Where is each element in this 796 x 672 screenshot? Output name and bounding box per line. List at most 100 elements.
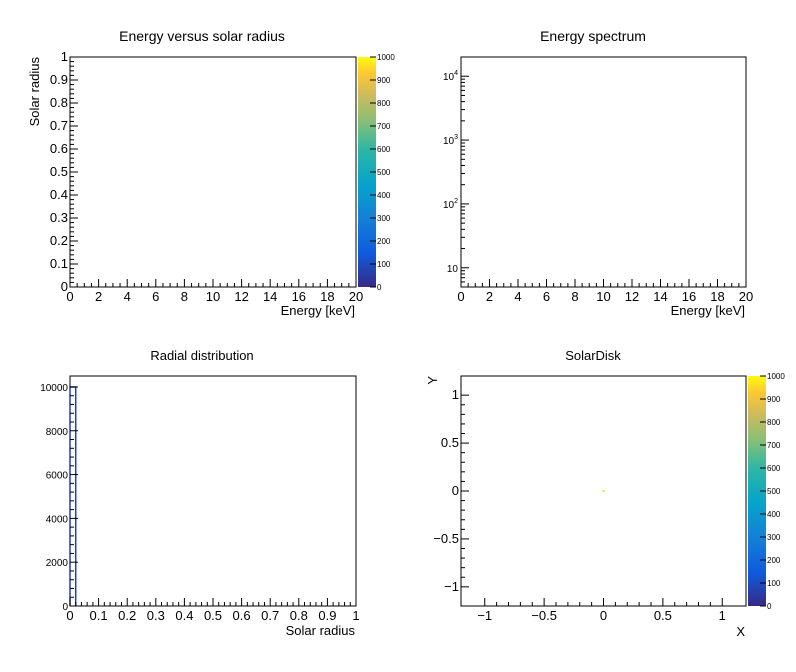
plot-frame xyxy=(69,56,357,288)
x-tick-label: 0.5 xyxy=(654,608,672,623)
y-tick-label: 0.3 xyxy=(50,210,68,225)
x-tick-label: 20 xyxy=(349,289,363,304)
colorbar-tick-label: 500 xyxy=(377,168,391,177)
panel-solar-disk: SolarDisk −1 −0.5 0 0.5 1 −1 −0.5 0 0.5 1 X Y 0 1… xyxy=(425,348,785,639)
x-tick-label: 20 xyxy=(739,289,753,304)
x-axis-label: X xyxy=(736,624,745,639)
y-tick-label: 10000 xyxy=(40,383,68,394)
x-tick-label: 2 xyxy=(95,289,102,304)
panel-energy-spectrum: Energy spectrum 0 2 4 6 8 10 12 14 16 18 20 101021… xyxy=(443,28,753,318)
plot-frame xyxy=(460,56,747,288)
x-axis-label: Energy [keV] xyxy=(671,303,745,318)
colorbar: 0 100 200 300 400 500 600 700 800 900 1000 xyxy=(358,53,395,292)
histogram-bins xyxy=(69,386,77,606)
y-axis: 0 2000 4000 6000 8000 10000 xyxy=(40,383,78,613)
colorbar-ticks: 0 100 200 300 400 500 600 700 800 900 1000 xyxy=(370,53,395,292)
colorbar-tick-label: 1000 xyxy=(377,53,395,62)
x-tick-label: 2 xyxy=(486,289,493,304)
y-tick-label: 4000 xyxy=(46,514,69,525)
x-tick-label: 18 xyxy=(710,289,724,304)
y-tick-base: 10 xyxy=(443,72,455,83)
y-axis: 0 0.1 0.2 0.3 0.4 0.5 0.6 0.7 0.8 0.9 1 xyxy=(50,49,78,294)
x-axis-label: Energy [keV] xyxy=(281,303,355,318)
y-tick-base: 10 xyxy=(443,136,455,147)
x-axis-label: Solar radius xyxy=(286,623,356,638)
y-tick-label: 6000 xyxy=(46,471,69,482)
colorbar-tick-label: 500 xyxy=(767,487,781,496)
y-tick-label: 8000 xyxy=(46,427,69,438)
x-tick-label: 1 xyxy=(352,608,359,623)
colorbar-gradient xyxy=(748,376,766,606)
x-tick-label: 0.8 xyxy=(290,608,308,623)
x-axis: 0 2 4 6 8 10 12 14 16 18 20 xyxy=(457,279,753,304)
colorbar-tick-label: 800 xyxy=(377,99,391,108)
x-axis: 0 2 4 6 8 10 12 14 16 18 20 xyxy=(66,279,363,304)
x-tick-label: 0.9 xyxy=(318,608,336,623)
y-tick-label: 0.4 xyxy=(50,187,68,202)
colorbar-tick-label: 200 xyxy=(377,237,391,246)
colorbar-tick-label: 400 xyxy=(377,191,391,200)
y-tick-exponent: 3 xyxy=(454,134,458,141)
y-axis-label: Solar radius xyxy=(27,57,42,127)
colorbar-tick-label: 900 xyxy=(377,76,391,85)
x-tick-label: 8 xyxy=(181,289,188,304)
x-tick-label: 18 xyxy=(320,289,334,304)
x-tick-label: 0 xyxy=(600,608,607,623)
colorbar-tick-label: 600 xyxy=(377,145,391,154)
y-axis: −1 −0.5 0 0.5 1 xyxy=(433,387,469,594)
colorbar: 0 100 200 300 400 500 600 700 800 900 1000 xyxy=(748,372,785,611)
colorbar-tick-label: 900 xyxy=(767,395,781,404)
y-tick-label: 0.5 xyxy=(50,164,68,179)
y-tick-label: 0 xyxy=(62,602,68,613)
x-tick-label: 4 xyxy=(514,289,521,304)
x-tick-label: 12 xyxy=(625,289,639,304)
y-tick-label: 0 xyxy=(61,279,68,294)
y-tick-exponent: 4 xyxy=(454,70,458,77)
data-point xyxy=(602,490,605,492)
plot-frame xyxy=(69,375,357,607)
x-tick-label: 8 xyxy=(571,289,578,304)
y-tick-exponent: 2 xyxy=(454,198,458,205)
colorbar-tick-label: 700 xyxy=(377,122,391,131)
x-tick-label: 0.2 xyxy=(118,608,136,623)
y-tick-label: 10 xyxy=(447,264,459,275)
colorbar-ticks: 0 100 200 300 400 500 600 700 800 900 1000 xyxy=(760,372,785,611)
y-tick-label: 0.2 xyxy=(50,233,68,248)
x-tick-label: 6 xyxy=(152,289,159,304)
y-tick-label: 0.7 xyxy=(50,118,68,133)
y-tick-label: −1 xyxy=(444,579,459,594)
x-tick-label: 12 xyxy=(234,289,248,304)
colorbar-tick-label: 300 xyxy=(377,214,391,223)
x-tick-label: 10 xyxy=(596,289,610,304)
panel-energy-vs-radius: Energy versus solar radius 0 2 4 6 8 10 12 14 16… xyxy=(27,28,395,318)
colorbar-tick-label: 800 xyxy=(767,418,781,427)
y-tick-label: 0.8 xyxy=(50,95,68,110)
x-tick-label: 0.4 xyxy=(175,608,193,623)
chart-title: SolarDisk xyxy=(565,348,621,363)
x-tick-label: 14 xyxy=(263,289,277,304)
y-tick-label: −0.5 xyxy=(433,531,459,546)
x-tick-label: 0 xyxy=(457,289,464,304)
chart-title: Radial distribution xyxy=(150,348,253,363)
y-tick-label: 0.9 xyxy=(50,72,68,87)
x-tick-label: 0 xyxy=(66,289,73,304)
x-tick-label: 4 xyxy=(124,289,131,304)
data-points xyxy=(602,490,605,492)
x-tick-label: 0.5 xyxy=(204,608,222,623)
y-axis-label: Y xyxy=(425,376,440,385)
y-tick-label: 103 xyxy=(443,134,458,147)
chart-title: Energy versus solar radius xyxy=(119,28,285,44)
y-tick-base: 10 xyxy=(443,200,455,211)
x-tick-label: 14 xyxy=(653,289,667,304)
y-tick-label: 102 xyxy=(443,198,458,211)
x-tick-label: 0 xyxy=(66,608,73,623)
y-tick-label: 1 xyxy=(452,387,459,402)
x-axis: 0 0.1 0.2 0.3 0.4 0.5 0.6 0.7 0.8 0.9 1 xyxy=(66,598,360,623)
colorbar-tick-label: 100 xyxy=(767,579,781,588)
colorbar-tick-label: 0 xyxy=(377,283,382,292)
colorbar-tick-label: 600 xyxy=(767,464,781,473)
x-tick-label: 16 xyxy=(292,289,306,304)
x-tick-label: −1 xyxy=(477,608,492,623)
